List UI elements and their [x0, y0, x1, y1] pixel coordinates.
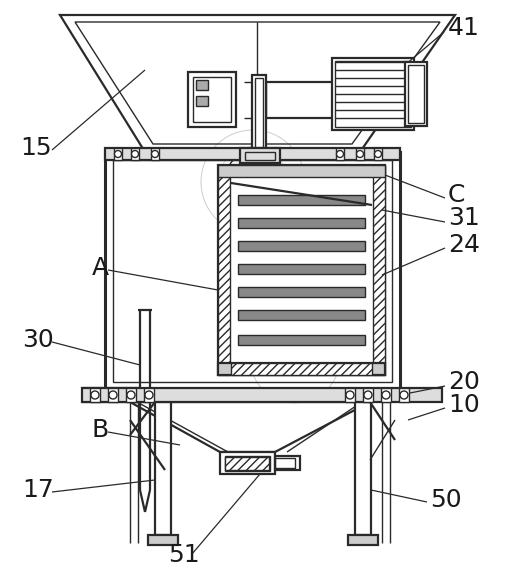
- Bar: [238, 335, 365, 345]
- Circle shape: [265, 240, 325, 300]
- Bar: [105, 152, 400, 390]
- Text: A: A: [92, 256, 109, 280]
- Circle shape: [127, 391, 135, 399]
- Bar: [144, 388, 154, 402]
- Text: 20: 20: [448, 370, 480, 394]
- Bar: [90, 388, 100, 402]
- Bar: [275, 458, 295, 468]
- Circle shape: [132, 151, 138, 158]
- Bar: [238, 287, 365, 297]
- Circle shape: [145, 391, 153, 399]
- Bar: [332, 58, 414, 130]
- Bar: [225, 457, 269, 470]
- Bar: [225, 456, 270, 471]
- Polygon shape: [60, 15, 455, 152]
- Bar: [218, 165, 385, 177]
- Circle shape: [375, 151, 381, 158]
- Bar: [381, 388, 391, 402]
- Text: 17: 17: [22, 478, 54, 502]
- Circle shape: [225, 152, 281, 208]
- Bar: [151, 148, 159, 160]
- Text: 50: 50: [430, 488, 462, 512]
- Text: 51: 51: [168, 543, 200, 567]
- Circle shape: [382, 391, 390, 399]
- Bar: [275, 456, 300, 470]
- Bar: [335, 61, 411, 127]
- Text: B: B: [92, 418, 109, 442]
- Circle shape: [337, 151, 343, 158]
- Bar: [82, 388, 442, 402]
- Text: 41: 41: [448, 16, 480, 40]
- Bar: [252, 75, 266, 153]
- Bar: [148, 535, 178, 545]
- Bar: [223, 170, 380, 370]
- Bar: [245, 152, 275, 160]
- Bar: [408, 65, 424, 123]
- Text: 15: 15: [20, 136, 52, 160]
- Bar: [399, 388, 409, 402]
- Bar: [196, 96, 208, 106]
- Bar: [348, 535, 378, 545]
- Bar: [238, 264, 365, 274]
- Bar: [238, 195, 365, 205]
- Bar: [231, 363, 372, 375]
- Bar: [218, 363, 385, 375]
- Bar: [373, 165, 385, 375]
- Polygon shape: [130, 402, 370, 452]
- Bar: [355, 402, 371, 535]
- Text: 31: 31: [448, 206, 480, 230]
- Bar: [113, 160, 392, 382]
- Bar: [356, 148, 364, 160]
- Bar: [345, 388, 355, 402]
- Bar: [126, 388, 136, 402]
- Circle shape: [109, 391, 117, 399]
- Bar: [188, 72, 236, 127]
- Bar: [405, 62, 427, 126]
- Bar: [240, 148, 280, 163]
- Bar: [238, 218, 365, 228]
- Circle shape: [400, 391, 408, 399]
- Bar: [218, 165, 230, 375]
- Text: 30: 30: [22, 328, 54, 352]
- Bar: [238, 310, 365, 320]
- Bar: [196, 80, 208, 90]
- Text: 24: 24: [448, 233, 480, 257]
- Circle shape: [346, 391, 354, 399]
- Circle shape: [357, 151, 363, 158]
- Circle shape: [151, 151, 158, 158]
- Text: 10: 10: [448, 393, 480, 417]
- Bar: [131, 148, 139, 160]
- Bar: [108, 388, 118, 402]
- Bar: [363, 388, 373, 402]
- Circle shape: [115, 151, 122, 158]
- Bar: [255, 78, 263, 150]
- Bar: [220, 452, 275, 474]
- Bar: [374, 148, 382, 160]
- Bar: [155, 402, 171, 535]
- Bar: [336, 148, 344, 160]
- Circle shape: [364, 391, 372, 399]
- Bar: [114, 148, 122, 160]
- Bar: [193, 77, 231, 122]
- Circle shape: [91, 391, 99, 399]
- Bar: [105, 148, 400, 160]
- Bar: [218, 165, 385, 375]
- Text: C: C: [448, 183, 466, 207]
- Bar: [238, 241, 365, 251]
